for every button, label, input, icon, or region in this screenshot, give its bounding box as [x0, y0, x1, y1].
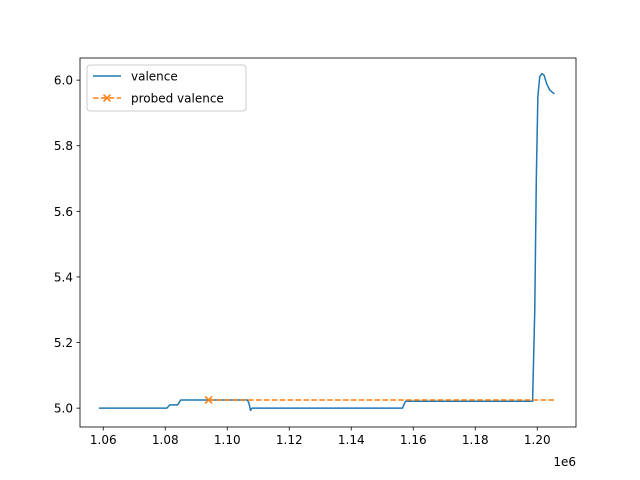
y-tick-label: 5.2	[54, 336, 73, 350]
plot-area	[80, 58, 576, 427]
series-marker-probed-valence	[204, 395, 213, 404]
legend: valence probed valence	[86, 64, 247, 112]
y-tick-label: 5.4	[54, 270, 73, 284]
x-tick-label: 1.10	[214, 433, 241, 447]
legend-box	[86, 64, 247, 112]
y-tick-label: 5.0	[54, 402, 73, 416]
y-tick-label: 5.8	[54, 139, 73, 153]
x-tick-label: 1.12	[276, 433, 303, 447]
x-tick-label: 1.18	[462, 433, 489, 447]
legend-marker-x-icon	[102, 93, 112, 103]
y-axis: 5.0 5.2 5.4 5.6 5.8 6.0	[54, 74, 80, 416]
series-line-valence	[98, 72, 555, 412]
x-tick-label: 1.08	[152, 433, 179, 447]
y-tick-label: 5.6	[54, 205, 73, 219]
legend-label-valence: valence	[131, 70, 178, 84]
legend-label-probed-valence: probed valence	[131, 92, 224, 106]
x-tick-label: 1.20	[524, 433, 551, 447]
x-offset-label: 1e6	[553, 455, 576, 469]
x-axis: 1.06 1.08 1.10 1.12 1.14 1.16 1.18 1.20	[90, 427, 551, 447]
x-tick-label: 1.14	[338, 433, 365, 447]
plot-frame	[79, 57, 577, 428]
x-tick-label: 1.16	[400, 433, 427, 447]
y-tick-label: 6.0	[54, 74, 73, 88]
series-layer	[98, 72, 555, 412]
x-tick-label: 1.06	[90, 433, 117, 447]
